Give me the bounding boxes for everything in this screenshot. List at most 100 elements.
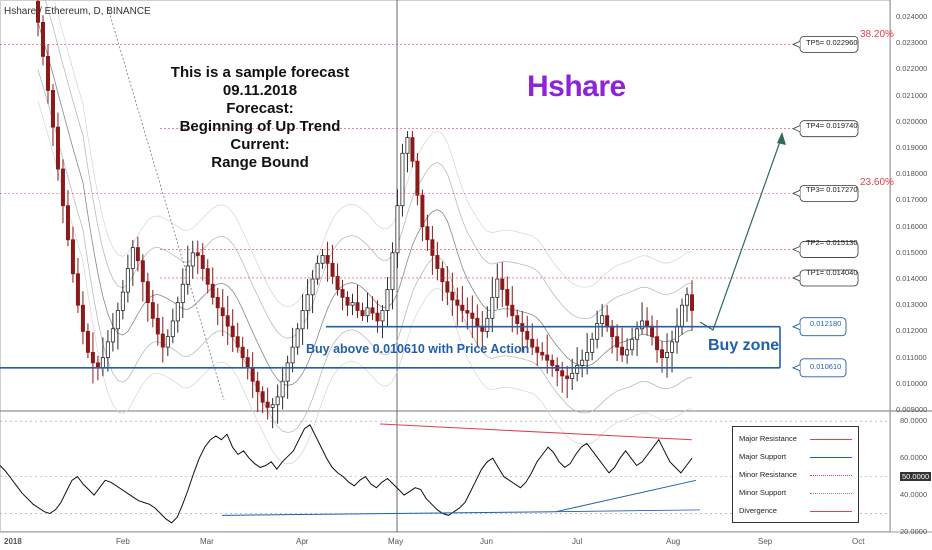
candle-body (600, 315, 605, 324)
candle-body (45, 55, 50, 91)
forecast-line: Beginning of Up Trend (179, 118, 341, 135)
legend-swatch (810, 511, 852, 512)
candle-body (430, 239, 435, 256)
candle-body (145, 281, 150, 304)
chart-title: Hshare / Ethereum, D, BINANCE (4, 6, 151, 17)
tp-label: TP4= 0.019740 (806, 121, 858, 130)
candle-body (685, 294, 690, 306)
forecast-arrow (699, 135, 783, 331)
forecast-line: Forecast: (226, 100, 294, 117)
candle-body (335, 276, 340, 290)
candle-body (275, 396, 280, 406)
candle-body (200, 255, 205, 269)
candle-body (135, 247, 140, 262)
candle-body (280, 380, 285, 398)
candle-body (340, 289, 345, 298)
x-tick-label: Mar (200, 537, 214, 546)
rsi-tick-label: 40.0000 (900, 490, 928, 500)
candle-body (65, 205, 70, 241)
y-tick-label: 0.019000 (896, 143, 928, 153)
candle-body (55, 126, 60, 170)
candle-body (610, 325, 615, 338)
y-tick-label: 0.024000 (896, 12, 928, 22)
candle-body (530, 338, 535, 348)
grid (0, 0, 932, 533)
candle-body (40, 21, 45, 57)
x-tick-label: 2018 (4, 537, 22, 546)
candle-body (175, 302, 180, 322)
candle-body (560, 370, 565, 377)
candle-body (325, 255, 330, 264)
forecast-note: This is a sample forecast 09.11.2018 For… (150, 64, 370, 172)
candle-body (425, 226, 430, 241)
candle-body (125, 268, 130, 293)
legend-label: Major Support (739, 452, 787, 461)
candle-body (575, 365, 580, 374)
legend: Major Resistance Major Support Minor Res… (732, 426, 859, 523)
candle-body (190, 252, 195, 267)
candle-body (415, 160, 420, 196)
outer-upper-band (53, 0, 693, 308)
candle-body (250, 367, 255, 382)
target-pointer (791, 274, 801, 282)
x-tick-label: May (388, 537, 404, 546)
candle-body (630, 338, 635, 351)
candle-body (230, 325, 235, 338)
candle-body (540, 351, 545, 356)
candle-body (370, 307, 375, 314)
candle-body (580, 359, 585, 366)
candle-body (440, 268, 445, 283)
y-tick-label: 0.011000 (896, 352, 927, 362)
outer-lower-band (37, 100, 693, 465)
candle-body (315, 262, 320, 280)
candle-body (285, 362, 290, 382)
candle-body (640, 320, 645, 330)
candle-body (80, 304, 85, 332)
candle-body (310, 278, 315, 296)
candle-body (545, 354, 550, 361)
candle-body (625, 349, 630, 356)
candle-body (455, 299, 460, 306)
x-tick-label: Apr (296, 537, 309, 546)
major-support-line (555, 479, 697, 513)
buy-zone-label: Buy zone (708, 337, 780, 354)
candle-body (680, 304, 685, 327)
overlay (699, 132, 786, 331)
y-tick-label: 0.015000 (896, 247, 928, 257)
candle-body (490, 296, 495, 319)
forecast-arrowhead (777, 132, 786, 145)
candle-body (140, 260, 145, 283)
fib-label-38: 38.20% (860, 29, 894, 40)
candle-body (345, 296, 350, 306)
candle-body (385, 289, 390, 311)
x-tick-label: Oct (852, 537, 865, 546)
y-tick-label: 0.016000 (896, 221, 928, 231)
candle-body (570, 372, 575, 379)
tp-label: TP1= 0.014040 (806, 268, 858, 277)
candle-body (90, 351, 95, 364)
candle-body (170, 320, 175, 338)
major-support-line (221, 511, 557, 516)
candle-body (155, 317, 160, 335)
y-tick-label: 0.009000 (896, 405, 928, 414)
candle-body (355, 302, 360, 311)
rsi-tick-label: 60.0000 (900, 453, 928, 463)
fib-label-23: 23.60% (860, 177, 894, 188)
candle-body (395, 205, 400, 254)
forecast-line: 09.11.2018 (222, 82, 298, 99)
candle-body (115, 310, 120, 330)
candle-body (375, 312, 380, 322)
candle-body (420, 194, 425, 228)
candle-body (660, 349, 665, 359)
candle-body (620, 346, 625, 356)
candle-body (120, 291, 125, 311)
y-tick-label: 0.010000 (896, 378, 928, 388)
y-tick-label: 0.023000 (896, 38, 928, 48)
y-tick-label: 0.012000 (896, 326, 928, 336)
lower-band (37, 69, 693, 433)
candle-body (665, 351, 670, 359)
candle-body (635, 328, 640, 340)
x-tick-label: Jun (480, 537, 493, 546)
candle-body (645, 320, 650, 327)
candle-body (590, 338, 595, 353)
